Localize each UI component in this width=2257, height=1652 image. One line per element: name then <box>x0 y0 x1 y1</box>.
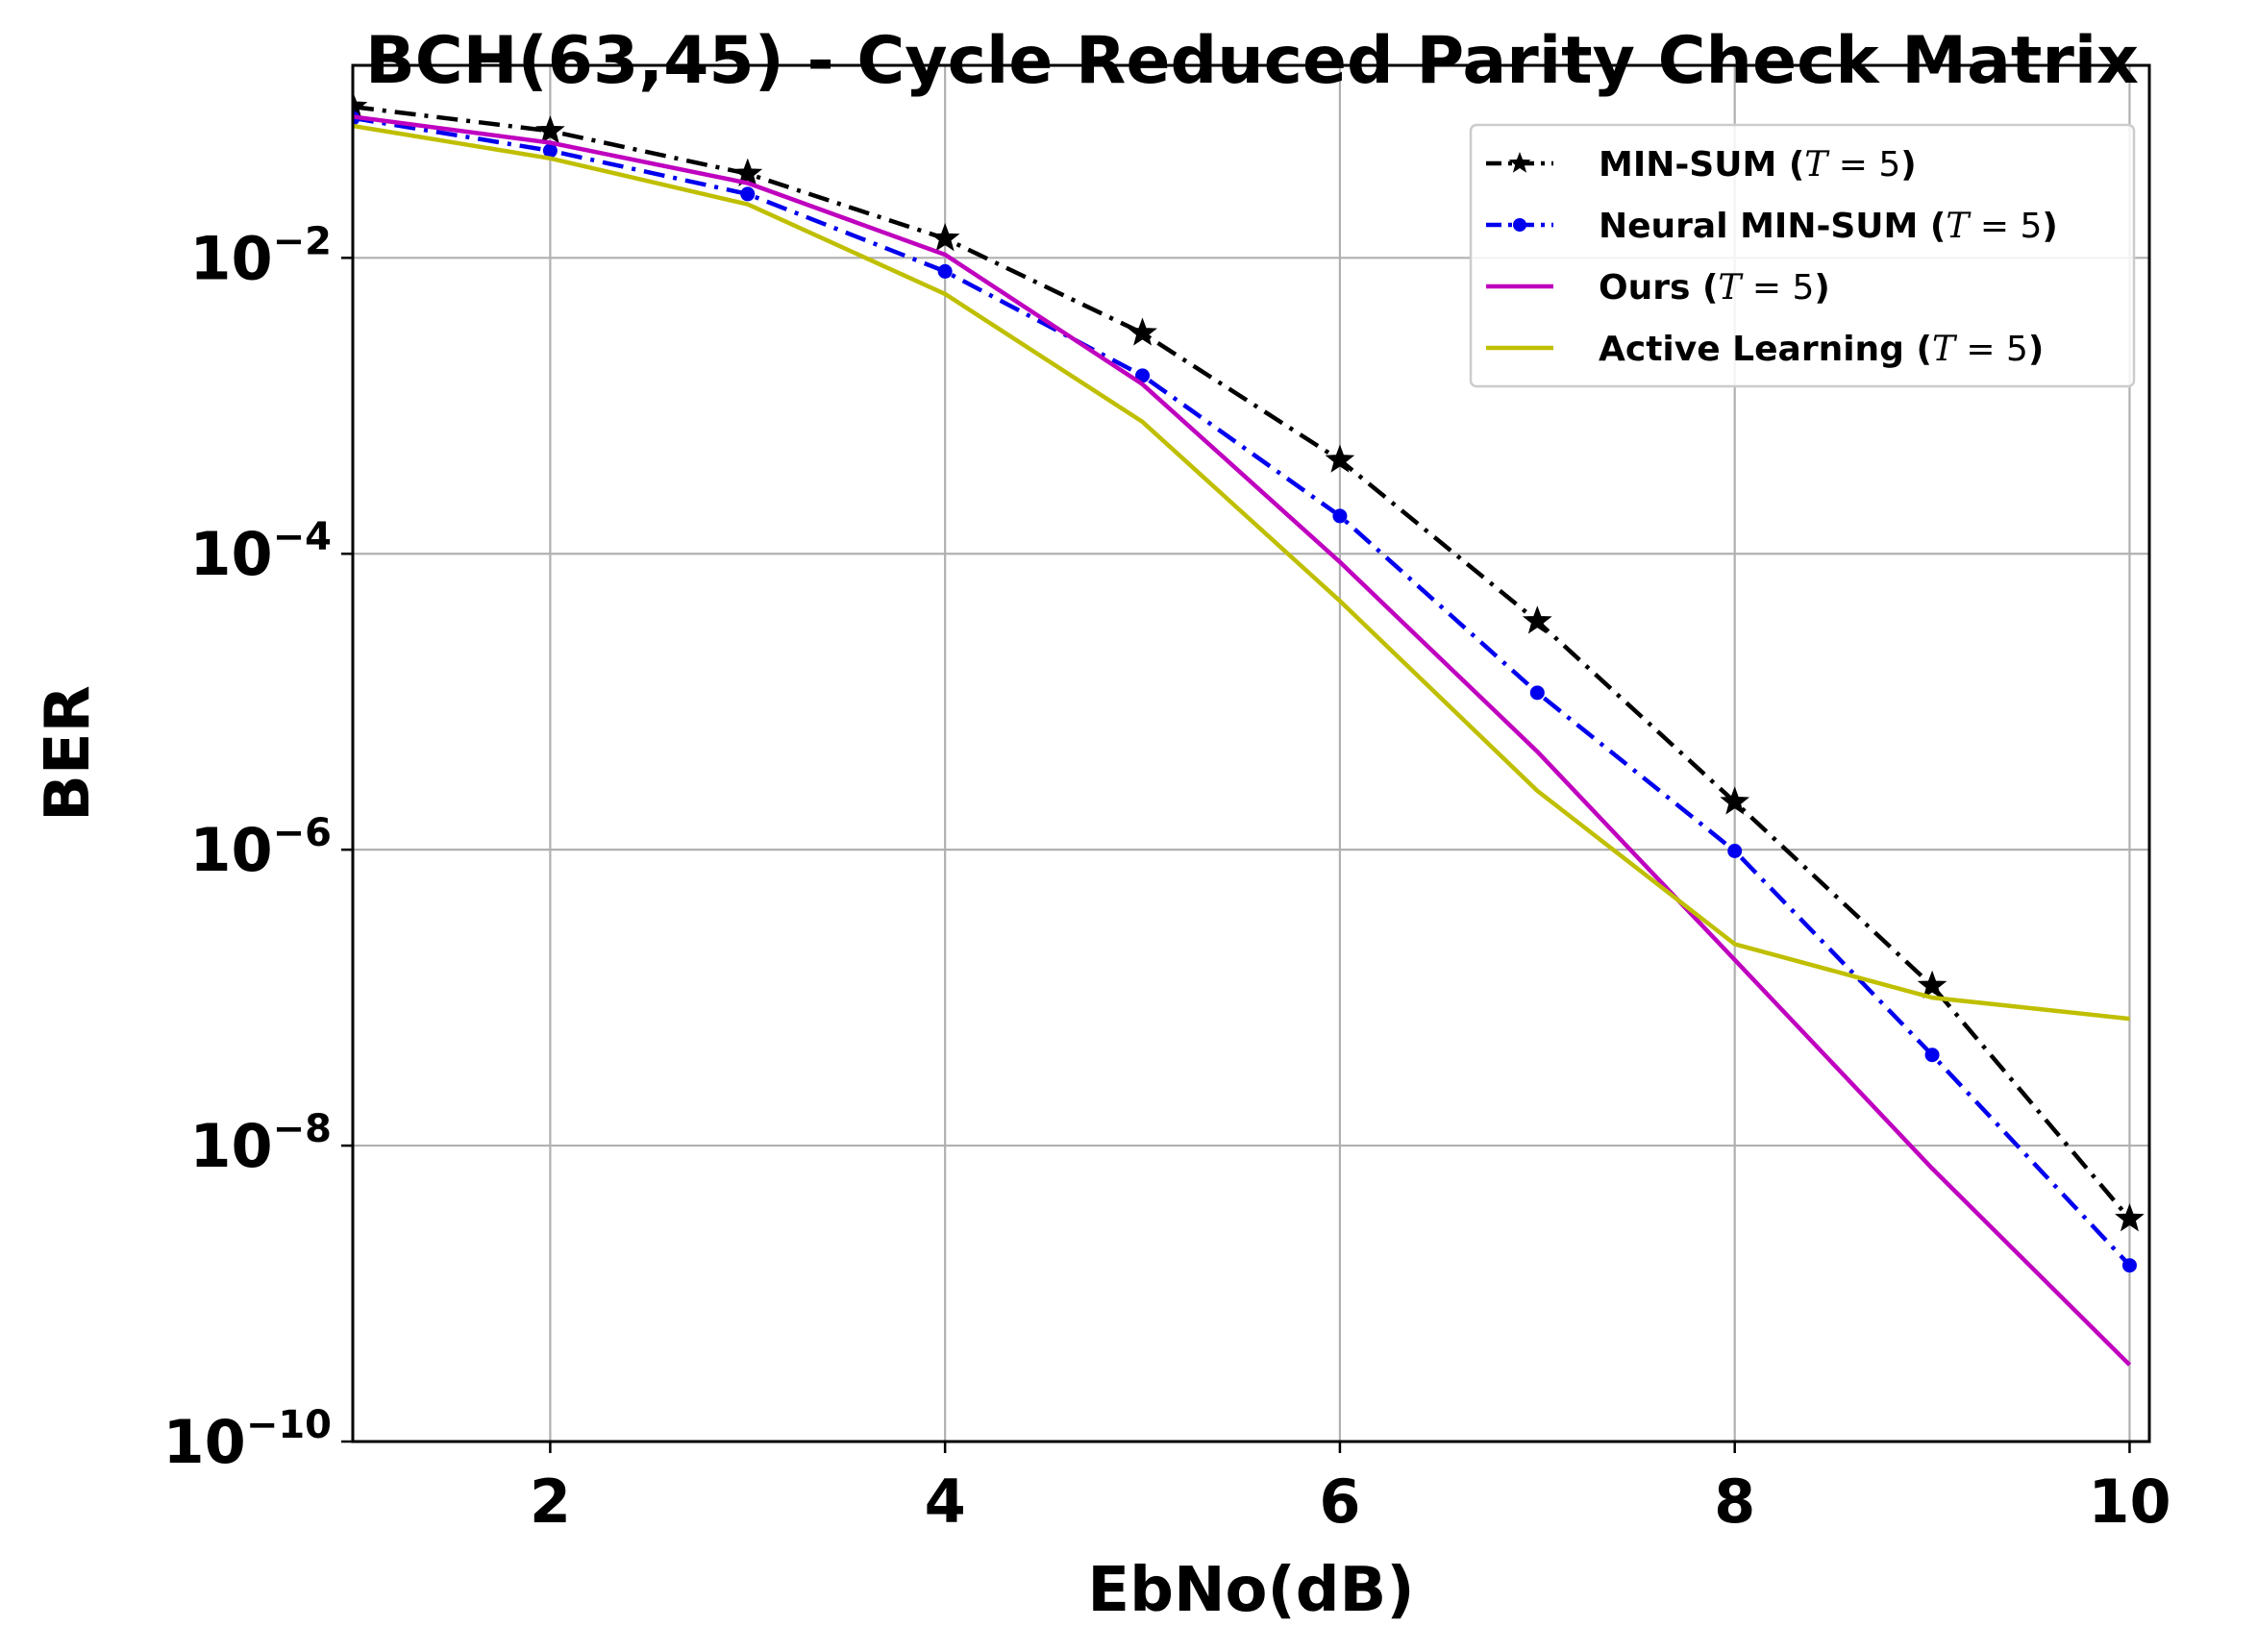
data-point-dot <box>1135 368 1151 383</box>
y-tick-exponent: −4 <box>273 515 332 559</box>
y-tick-exponent: −2 <box>273 219 332 263</box>
data-point-dot <box>1727 844 1743 859</box>
y-tick-exponent: −6 <box>273 811 332 855</box>
legend-marker-dot <box>1513 218 1526 232</box>
y-tick-label: 10−8 <box>189 1107 332 1181</box>
legend-param-value: 5 <box>1793 268 1815 308</box>
series-line <box>353 114 2132 1367</box>
x-tick-label: 4 <box>925 1467 966 1537</box>
y-tick-label: 10−2 <box>189 219 332 293</box>
legend-label: Neural MIN-SUM (T = 5) <box>1599 207 2058 246</box>
legend-series-name: Neural MIN-SUM <box>1599 207 1918 246</box>
legend-paren: ( <box>1690 268 1718 308</box>
legend-paren: ( <box>1904 330 1932 369</box>
legend-paren: ) <box>1900 145 1916 185</box>
data-point-star <box>1325 444 1355 473</box>
legend-marker-star <box>1508 152 1531 173</box>
y-tick-base: 10 <box>163 1407 246 1477</box>
legend-label: MIN-SUM (T = 5) <box>1599 145 1917 185</box>
legend-param: T <box>1932 330 1958 369</box>
y-axis-label: BER <box>33 685 104 822</box>
x-tick-label: 10 <box>2088 1467 2170 1537</box>
legend-box <box>1469 123 2136 388</box>
y-tick-exponent: −8 <box>273 1107 332 1151</box>
data-point-dot <box>542 143 558 159</box>
legend-equals: = <box>1741 268 1792 308</box>
data-point-star <box>353 90 368 120</box>
plot-series <box>353 90 2145 1367</box>
series-ours <box>353 114 2132 1367</box>
x-tick-label: 6 <box>1319 1467 1360 1537</box>
data-point-dot <box>1332 508 1348 524</box>
legend-param: T <box>1804 145 1830 185</box>
plot-frame <box>351 63 2151 1443</box>
legend-paren: ) <box>2028 330 2044 369</box>
legend-paren: ( <box>1776 145 1804 185</box>
legend-param-value: 5 <box>2006 330 2028 369</box>
legend-param-value: 5 <box>2020 207 2042 246</box>
series-min-sum <box>353 90 2145 1232</box>
data-point-star <box>1128 317 1157 346</box>
series-active-learning <box>353 123 2130 1022</box>
y-tick-base: 10 <box>189 1111 272 1181</box>
x-tick-label: 2 <box>530 1467 571 1537</box>
series-line <box>353 104 2132 1221</box>
legend-paren: ) <box>1814 268 1829 308</box>
legend-entry: Neural MIN-SUM (T = 5) <box>1486 207 2058 246</box>
legend-entry: Active Learning (T = 5) <box>1486 330 2044 369</box>
data-point-dot <box>2121 1258 2137 1273</box>
series-neural-min-sum <box>353 111 2137 1273</box>
data-point-star <box>930 223 960 252</box>
y-tick-base: 10 <box>189 223 272 293</box>
legend-entry: Ours (T = 5) <box>1486 268 1830 308</box>
legend-equals: = <box>1969 207 2020 246</box>
legend-param: T <box>1718 268 1744 308</box>
legend-param: T <box>1946 207 1972 246</box>
legend-series-name: Ours <box>1599 268 1690 308</box>
legend-equals: = <box>1827 145 1878 185</box>
data-point-dot <box>740 186 756 202</box>
data-point-star <box>535 115 565 144</box>
legend-series-name: MIN-SUM <box>1599 145 1776 185</box>
data-point-dot <box>1924 1048 1940 1063</box>
data-point-star <box>1720 786 1750 815</box>
data-point-star <box>1917 970 1947 999</box>
legend: MIN-SUM (T = 5)Neural MIN-SUM (T = 5)Our… <box>1469 123 2136 388</box>
legend-param-value: 5 <box>1878 145 1900 185</box>
data-point-dot <box>937 263 953 279</box>
chart-title: BCH(63,45) - Cycle Reduced Parity Check … <box>365 23 2139 99</box>
y-tick-exponent: −10 <box>246 1403 332 1447</box>
legend-paren: ) <box>2042 207 2057 246</box>
y-tick-base: 10 <box>189 519 272 589</box>
data-point-star <box>1522 605 1552 634</box>
y-tick-label: 10−4 <box>189 515 332 589</box>
series-line <box>353 123 2130 1022</box>
legend-paren: ( <box>1918 207 1946 246</box>
data-point-dot <box>1529 685 1545 701</box>
series-line <box>353 115 2132 1268</box>
data-point-star <box>732 158 763 186</box>
legend-equals: = <box>1955 330 2006 369</box>
x-tick-label: 8 <box>1714 1467 1755 1537</box>
x-axis-label: EbNo(dB) <box>1087 1555 1414 1626</box>
data-point-star <box>2115 1203 2145 1232</box>
legend-label: Active Learning (T = 5) <box>1599 330 2044 369</box>
y-tick-base: 10 <box>189 815 272 885</box>
y-tick-label: 10−10 <box>163 1403 332 1477</box>
legend-label: Ours (T = 5) <box>1599 268 1830 308</box>
y-tick-label: 10−6 <box>189 811 332 885</box>
legend-series-name: Active Learning <box>1599 330 1904 369</box>
legend-entry: MIN-SUM (T = 5) <box>1486 145 1917 185</box>
